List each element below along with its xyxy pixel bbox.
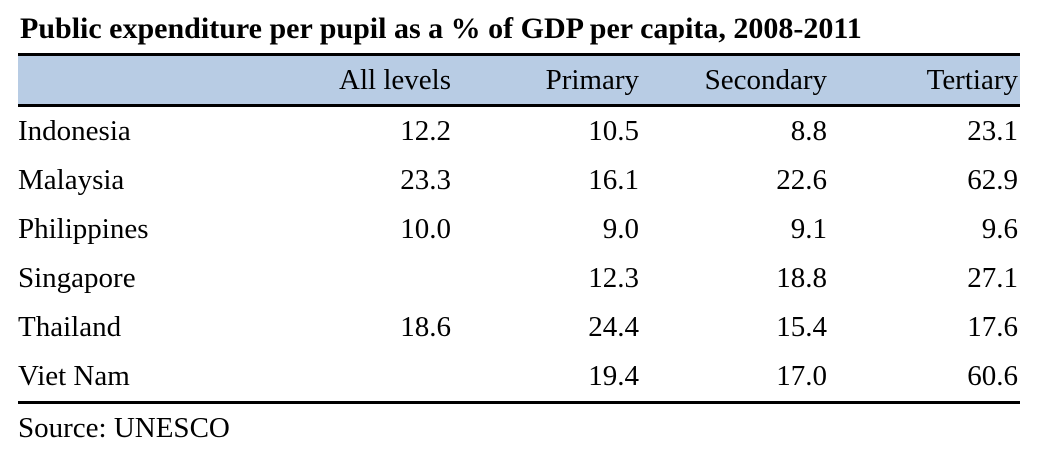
- value-cell: 9.0: [602, 213, 639, 245]
- header-country-blank: [18, 54, 265, 107]
- value-cell: 27.1: [967, 262, 1018, 294]
- source-note: Source: UNESCO: [18, 412, 230, 444]
- header-secondary: Secondary: [641, 54, 829, 107]
- country-label: Singapore: [18, 262, 136, 294]
- header-all-levels: All levels: [265, 54, 453, 107]
- value-cell: 12.3: [588, 262, 639, 294]
- table-header-row: All levels Primary Secondary Tertiary: [18, 54, 1020, 107]
- value-cell: 17.6: [967, 311, 1018, 343]
- value-cell: 22.6: [776, 164, 827, 196]
- table-row: Singapore 12.3 18.8 27.1: [18, 254, 1020, 303]
- value-cell: [265, 352, 453, 403]
- country-label: Malaysia: [18, 164, 125, 196]
- value-cell: 9.6: [981, 213, 1018, 245]
- report-page: Public expenditure per pupil as a % of G…: [18, 12, 1020, 444]
- value-cell: 23.1: [967, 115, 1018, 147]
- country-label: Viet Nam: [18, 360, 130, 392]
- value-cell: 8.8: [790, 115, 827, 147]
- table-row: Thailand 18.6 24.4 15.4 17.6: [18, 303, 1020, 352]
- value-cell: 24.4: [588, 311, 639, 343]
- value-cell: 12.2: [400, 115, 451, 147]
- value-cell: 15.4: [776, 311, 827, 343]
- table-row: Indonesia 12.2 10.5 8.8 23.1: [18, 106, 1020, 157]
- table-row: Malaysia 23.3 16.1 22.6 62.9: [18, 156, 1020, 205]
- country-label: Philippines: [18, 213, 149, 245]
- expenditure-table: All levels Primary Secondary Tertiary In…: [18, 53, 1020, 404]
- table-row: Philippines 10.0 9.0 9.1 9.6: [18, 205, 1020, 254]
- table-title: Public expenditure per pupil as a % of G…: [20, 12, 862, 45]
- value-cell: 10.5: [588, 115, 639, 147]
- value-cell: 62.9: [967, 164, 1018, 196]
- country-label: Thailand: [18, 311, 122, 343]
- table-row: Viet Nam 19.4 17.0 60.6: [18, 352, 1020, 403]
- header-primary: Primary: [453, 54, 641, 107]
- value-cell: 10.0: [400, 213, 451, 245]
- value-cell: 23.3: [400, 164, 451, 196]
- value-cell: [265, 254, 453, 303]
- value-cell: 9.1: [790, 213, 827, 245]
- value-cell: 18.6: [400, 311, 451, 343]
- value-cell: 60.6: [967, 360, 1018, 392]
- value-cell: 19.4: [588, 360, 639, 392]
- country-label: Indonesia: [18, 115, 131, 147]
- value-cell: 18.8: [776, 262, 827, 294]
- header-tertiary: Tertiary: [829, 54, 1020, 107]
- value-cell: 17.0: [776, 360, 827, 392]
- value-cell: 16.1: [588, 164, 639, 196]
